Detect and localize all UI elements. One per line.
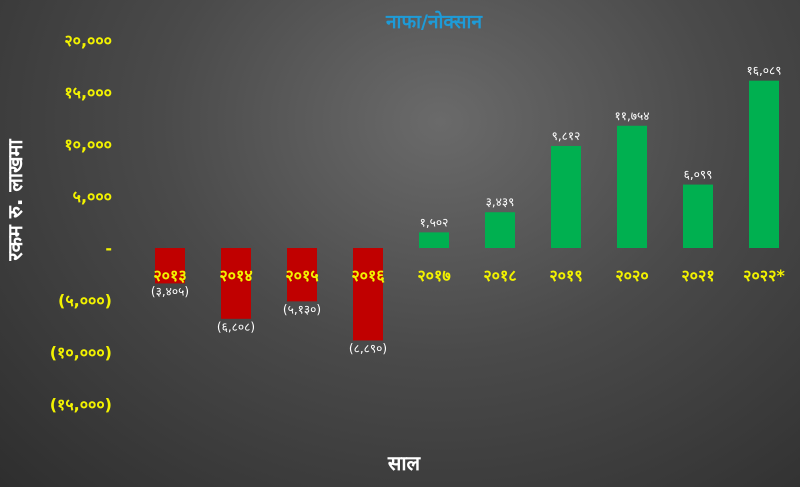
bar [221,248,251,319]
y-tick-label: २०,००० [64,31,112,50]
data-label: (३,४०५) [151,284,189,298]
y-tick-label: (५,०००) [58,291,112,310]
bar [749,80,779,248]
bar [353,248,383,341]
x-tick-label: २०१९ [549,266,582,285]
data-label: १६,०८९ [746,64,781,78]
data-label: १,५०२ [420,215,449,229]
bar [683,184,713,248]
y-axis-title: रकम रु. लाखमा [3,139,27,262]
y-tick-label: (१५,०००) [50,395,112,414]
bar [551,145,581,248]
data-label: ३,४३९ [486,195,515,209]
x-tick-label: २०१६ [351,266,385,285]
y-tick-label: १०,००० [64,135,112,154]
x-tick-label: २०२२* [743,266,785,285]
data-label: (८,८९०) [349,341,387,355]
data-label: ६,०९९ [684,168,713,182]
data-label: ९,८१२ [552,129,581,143]
x-tick-label: २०१८ [483,266,516,285]
x-tick-label: २०२१ [681,266,714,285]
bars [155,80,779,341]
bar [485,212,515,248]
y-axis-ticks: २०,००० १५,००० १०,००० ५,००० - (५,०००) (१०,०००) (… [50,31,112,414]
bar [155,248,185,284]
x-tick-label: २०१३ [153,266,186,285]
data-label: (५,१३०) [283,302,321,316]
x-axis-title: साल [387,451,422,475]
x-axis-ticks: २०१३ २०१४ २०१५ २०१६ २०१७ २०१८ २०१९ २०२० २०२१ २०२२… [153,266,785,285]
data-labels: (३,४०५) (६,८०८) (५,१३०) (८,८९०) १,५०२ ३,४३९ ९,… [151,64,782,356]
data-label: (६,८०८) [217,320,255,334]
y-tick-label: १५,००० [64,83,112,102]
data-label: ११,७५४ [614,109,649,123]
x-tick-label: २०२० [615,266,648,285]
y-tick-label: - [105,239,112,258]
bar [287,248,317,302]
chart-title: नाफा/नोक्सान [385,10,483,33]
x-tick-label: २०१७ [417,266,450,285]
y-tick-label: (१०,०००) [50,343,112,362]
x-tick-label: २०१४ [219,266,252,285]
x-tick-label: २०१५ [285,266,318,285]
y-tick-label: ५,००० [73,187,112,206]
bar [617,125,647,248]
bar [419,232,449,248]
